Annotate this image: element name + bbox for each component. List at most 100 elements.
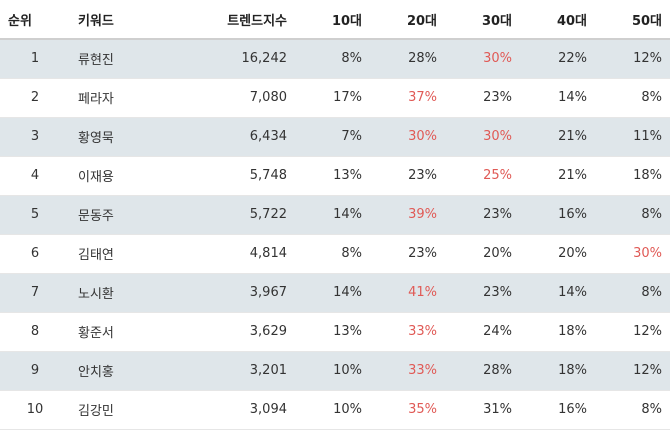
cell-age-30s: 31% xyxy=(445,390,520,430)
cell-keyword: 황준서 xyxy=(70,312,170,352)
table-row: 1 류현진 16,242 8% 28% 30% 22% 12% xyxy=(0,39,670,79)
cell-age-30s: 23% xyxy=(445,195,520,235)
cell-age-50s: 12% xyxy=(595,351,670,391)
cell-rank: 7 xyxy=(0,273,70,313)
cell-rank: 10 xyxy=(0,390,70,430)
cell-age-20s: 35% xyxy=(370,390,445,430)
cell-age-50s: 8% xyxy=(595,390,670,430)
cell-keyword: 류현진 xyxy=(70,39,170,79)
header-trend-index: 트렌드지수 xyxy=(170,0,295,40)
cell-age-10s: 13% xyxy=(295,156,370,196)
cell-age-40s: 14% xyxy=(520,78,595,118)
cell-age-10s: 8% xyxy=(295,234,370,274)
cell-age-50s: 12% xyxy=(595,312,670,352)
cell-age-30s: 23% xyxy=(445,78,520,118)
header-age-30s: 30대 xyxy=(445,0,520,40)
cell-keyword: 이재용 xyxy=(70,156,170,196)
cell-age-50s: 30% xyxy=(595,234,670,274)
cell-keyword: 김태연 xyxy=(70,234,170,274)
cell-trend-index: 5,748 xyxy=(170,156,295,196)
header-rank: 순위 xyxy=(0,0,70,40)
cell-keyword: 황영묵 xyxy=(70,117,170,157)
cell-age-50s: 18% xyxy=(595,156,670,196)
cell-age-20s: 30% xyxy=(370,117,445,157)
table-row: 6 김태연 4,814 8% 23% 20% 20% 30% xyxy=(0,234,670,274)
header-age-10s: 10대 xyxy=(295,0,370,40)
cell-keyword: 노시환 xyxy=(70,273,170,313)
cell-age-10s: 10% xyxy=(295,390,370,430)
table-row: 10 김강민 3,094 10% 35% 31% 16% 8% xyxy=(0,390,670,430)
cell-age-40s: 16% xyxy=(520,390,595,430)
cell-age-10s: 13% xyxy=(295,312,370,352)
cell-age-40s: 20% xyxy=(520,234,595,274)
cell-rank: 5 xyxy=(0,195,70,235)
cell-age-30s: 24% xyxy=(445,312,520,352)
header-age-20s: 20대 xyxy=(370,0,445,40)
header-keyword: 키워드 xyxy=(70,0,170,40)
cell-age-30s: 28% xyxy=(445,351,520,391)
cell-trend-index: 6,434 xyxy=(170,117,295,157)
table-row: 5 문동주 5,722 14% 39% 23% 16% 8% xyxy=(0,195,670,235)
cell-age-10s: 14% xyxy=(295,273,370,313)
cell-age-50s: 12% xyxy=(595,39,670,79)
cell-age-40s: 18% xyxy=(520,351,595,391)
table-header: 순위 키워드 트렌드지수 10대 20대 30대 40대 50대 xyxy=(0,0,670,40)
cell-rank: 6 xyxy=(0,234,70,274)
table-row: 2 페라자 7,080 17% 37% 23% 14% 8% xyxy=(0,78,670,118)
cell-trend-index: 3,629 xyxy=(170,312,295,352)
cell-age-10s: 14% xyxy=(295,195,370,235)
cell-rank: 1 xyxy=(0,39,70,79)
cell-keyword: 김강민 xyxy=(70,390,170,430)
cell-age-20s: 23% xyxy=(370,156,445,196)
cell-trend-index: 7,080 xyxy=(170,78,295,118)
cell-age-10s: 17% xyxy=(295,78,370,118)
cell-age-50s: 11% xyxy=(595,117,670,157)
cell-trend-index: 5,722 xyxy=(170,195,295,235)
table-row: 3 황영묵 6,434 7% 30% 30% 21% 11% xyxy=(0,117,670,157)
cell-keyword: 안치홍 xyxy=(70,351,170,391)
cell-age-40s: 21% xyxy=(520,156,595,196)
header-age-50s: 50대 xyxy=(595,0,670,40)
cell-age-50s: 8% xyxy=(595,273,670,313)
cell-age-50s: 8% xyxy=(595,78,670,118)
cell-age-10s: 8% xyxy=(295,39,370,79)
table-row: 4 이재용 5,748 13% 23% 25% 21% 18% xyxy=(0,156,670,196)
cell-age-40s: 18% xyxy=(520,312,595,352)
table-body: 1 류현진 16,242 8% 28% 30% 22% 12% 2 페라자 7,080 17% 37% 2… xyxy=(0,39,670,430)
cell-age-40s: 14% xyxy=(520,273,595,313)
cell-age-30s: 30% xyxy=(445,39,520,79)
cell-age-30s: 20% xyxy=(445,234,520,274)
cell-age-10s: 10% xyxy=(295,351,370,391)
cell-age-40s: 22% xyxy=(520,39,595,79)
cell-age-20s: 28% xyxy=(370,39,445,79)
cell-age-30s: 23% xyxy=(445,273,520,313)
cell-rank: 4 xyxy=(0,156,70,196)
cell-trend-index: 16,242 xyxy=(170,39,295,79)
cell-age-30s: 25% xyxy=(445,156,520,196)
cell-trend-index: 3,094 xyxy=(170,390,295,430)
cell-age-20s: 33% xyxy=(370,312,445,352)
cell-age-30s: 30% xyxy=(445,117,520,157)
cell-age-20s: 39% xyxy=(370,195,445,235)
table-row: 7 노시환 3,967 14% 41% 23% 14% 8% xyxy=(0,273,670,313)
header-age-40s: 40대 xyxy=(520,0,595,40)
header-row: 순위 키워드 트렌드지수 10대 20대 30대 40대 50대 xyxy=(0,0,670,40)
cell-age-40s: 16% xyxy=(520,195,595,235)
cell-age-20s: 37% xyxy=(370,78,445,118)
cell-trend-index: 3,201 xyxy=(170,351,295,391)
cell-age-50s: 8% xyxy=(595,195,670,235)
cell-trend-index: 4,814 xyxy=(170,234,295,274)
cell-trend-index: 3,967 xyxy=(170,273,295,313)
cell-rank: 3 xyxy=(0,117,70,157)
cell-age-10s: 7% xyxy=(295,117,370,157)
cell-rank: 8 xyxy=(0,312,70,352)
cell-keyword: 페라자 xyxy=(70,78,170,118)
cell-rank: 9 xyxy=(0,351,70,391)
cell-age-40s: 21% xyxy=(520,117,595,157)
cell-rank: 2 xyxy=(0,78,70,118)
table-row: 9 안치홍 3,201 10% 33% 28% 18% 12% xyxy=(0,351,670,391)
cell-age-20s: 33% xyxy=(370,351,445,391)
table-row: 8 황준서 3,629 13% 33% 24% 18% 12% xyxy=(0,312,670,352)
cell-age-20s: 23% xyxy=(370,234,445,274)
